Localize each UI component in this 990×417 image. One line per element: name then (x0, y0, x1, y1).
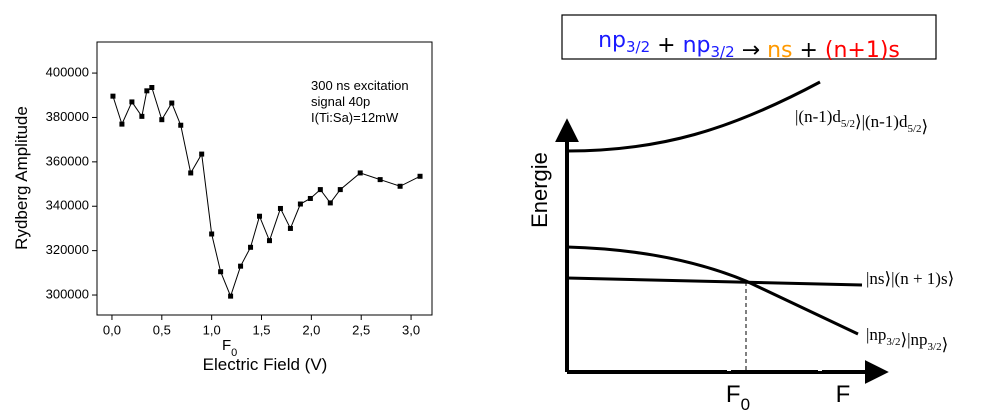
x-tick-label: 2,0 (302, 322, 320, 337)
text-piece: np (683, 33, 711, 58)
y-tick-label: 320000 (46, 242, 89, 257)
data-point (248, 244, 254, 250)
x-axis-label: Electric Field (V) (203, 355, 328, 374)
data-point (228, 293, 234, 299)
data-point (129, 99, 135, 105)
marker-sub: 0 (231, 347, 237, 359)
subscript: 5/2 (841, 118, 855, 130)
state-label: |np3/2⟩|np3/2⟩ (866, 325, 948, 354)
subscript: 5/2 (907, 123, 921, 135)
marker-text: F (222, 337, 231, 354)
data-point (357, 170, 363, 176)
crossing-text: F (726, 381, 741, 408)
data-point (149, 85, 155, 90)
field-label: F (836, 381, 851, 408)
data-point (159, 117, 165, 123)
text-piece: |(n-1)d (795, 107, 841, 126)
data-point (218, 269, 224, 275)
crossing-sub: 0 (741, 395, 750, 414)
data-point (317, 187, 323, 193)
data-point (209, 231, 215, 237)
formula: np3/2 + np3/2 → ns + (n+1)s (598, 28, 900, 63)
text-piece: ⟩ (942, 335, 949, 354)
text-piece: |ns⟩|(n + 1)s⟩ (866, 269, 954, 288)
data-point (297, 201, 303, 207)
subscript: 3/2 (626, 38, 650, 56)
formula-box (561, 14, 937, 60)
data-point (199, 151, 205, 157)
y-tick-label: 360000 (46, 153, 89, 168)
annotation: signal 40p (311, 94, 370, 109)
s-state-curve (566, 276, 863, 287)
p-state-curve (566, 245, 859, 336)
energy-label: Energie (527, 152, 552, 228)
y-tick-label: 400000 (46, 65, 89, 80)
data-point (178, 122, 184, 128)
text-piece: ⟩|np (900, 330, 927, 349)
crossing-field-label: F0 (726, 381, 750, 414)
annotation: 300 ns excitation (311, 78, 409, 93)
x-tick-label: 0,5 (153, 322, 171, 337)
data-point (238, 263, 244, 269)
text-piece: |np (866, 325, 886, 344)
data-point (277, 205, 283, 211)
data-point (169, 100, 175, 106)
x-tick-label: 0,0 (103, 322, 121, 337)
d-state-curve (566, 80, 821, 153)
state-label: |ns⟩|(n + 1)s⟩ (866, 269, 954, 288)
annotation: I(Ti:Sa)=12mW (311, 110, 399, 125)
x-tick-label: 1,0 (203, 322, 221, 337)
subscript: 3/2 (928, 341, 942, 353)
x-tick-label: 2,5 (352, 322, 370, 337)
text-piece: + (792, 38, 824, 63)
data-point (327, 200, 333, 206)
y-tick-label: 340000 (46, 198, 89, 213)
state-label: |(n-1)d5/2⟩|(n-1)d5/2⟩ (795, 107, 928, 136)
text-piece: → (735, 38, 767, 63)
data-point (307, 195, 313, 201)
data-point (337, 187, 343, 193)
x-tick-label: 3,0 (402, 322, 420, 337)
text-piece: (n+1)s (825, 38, 900, 63)
text-piece: ⟩ (922, 117, 929, 136)
plot-frame (96, 41, 433, 316)
y-axis-label: Rydberg Amplitude (12, 106, 31, 250)
data-point (119, 121, 125, 127)
data-point (257, 213, 263, 219)
marker-annotation: F0 (222, 337, 237, 359)
data-point (144, 88, 150, 94)
data-point (266, 238, 272, 244)
data-point (397, 183, 403, 189)
data-point (287, 225, 293, 231)
x-tick-label: 1,5 (252, 322, 270, 337)
data-point (377, 177, 383, 183)
data-point (188, 170, 194, 176)
data-point (417, 173, 423, 179)
subscript: 3/2 (886, 336, 900, 348)
y-tick-label: 300000 (46, 286, 89, 301)
data-point (110, 93, 116, 99)
y-tick-label: 380000 (46, 109, 89, 124)
text-piece: ⟩|(n-1)d (855, 112, 908, 131)
data-point (139, 113, 145, 119)
subscript: 3/2 (711, 43, 735, 61)
text-piece: ns (767, 38, 792, 63)
text-piece: np (598, 28, 626, 53)
text-piece: + (650, 33, 682, 58)
